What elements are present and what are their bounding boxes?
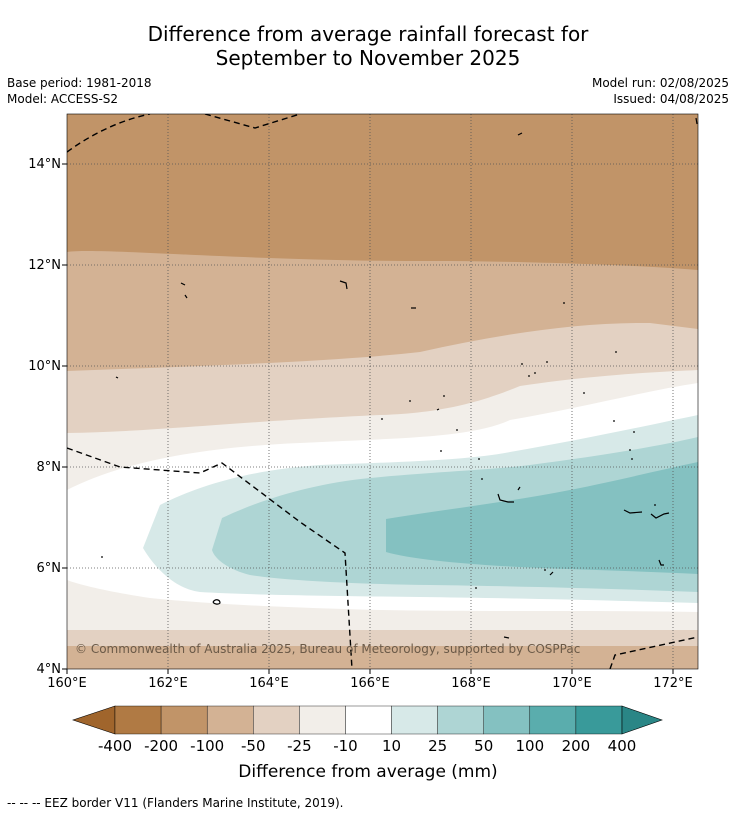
x-tick-label: 164°E (249, 676, 289, 691)
x-tick-label: 170°E (552, 676, 592, 691)
colorbar-segment (253, 705, 300, 735)
eez-footnote: -- -- -- EEZ border V11 (Flanders Marine… (7, 796, 344, 810)
chart-title: Difference from average rainfall forecas… (0, 22, 736, 70)
colorbar-segment (160, 705, 208, 735)
x-axis: 160°E 162°E 164°E 166°E 168°E 170°E 172°… (47, 669, 693, 691)
base-period: Base period: 1981-2018 (7, 76, 152, 90)
colorbar-segment (391, 705, 438, 735)
colorbar-segment (345, 705, 392, 735)
colorbar-tick-label: -100 (190, 737, 224, 755)
y-tick-label: 12°N (28, 258, 61, 273)
map-fill (67, 114, 698, 669)
model-name: Model: ACCESS-S2 (7, 92, 119, 106)
islands (115, 117, 698, 639)
colorbar-tick-label: 200 (562, 737, 591, 755)
colorbar-tick-label: 10 (382, 737, 401, 755)
colorbar-tick-label: 50 (474, 737, 493, 755)
x-tick-label: 162°E (148, 676, 188, 691)
gridlines (67, 114, 698, 669)
y-tick-label: 10°N (28, 359, 61, 374)
title-line-1: Difference from average rainfall forecas… (147, 22, 589, 46)
colorbar-segment (483, 705, 531, 735)
colorbar-tick-label: -50 (241, 737, 266, 755)
y-tick-label: 4°N (37, 662, 62, 677)
x-tick-label: 166°E (350, 676, 390, 691)
eez-borders (67, 114, 698, 669)
x-tick-label: 172°E (653, 676, 693, 691)
copyright-text: © Commonwealth of Australia 2025, Bureau… (75, 642, 580, 656)
title-line-2: September to November 2025 (215, 46, 521, 70)
band-plus-50 (386, 462, 698, 574)
colorbar-extend-low (72, 705, 116, 735)
colorbar-extend-high (621, 705, 663, 735)
y-axis: 14°N 12°N 10°N 8°N 6°N 4°N (28, 157, 67, 677)
y-tick-label: 6°N (37, 561, 62, 576)
colorbar-label: Difference from average (mm) (238, 762, 498, 782)
colorbar-tick-label: 400 (608, 737, 637, 755)
colorbar-segment (299, 705, 346, 735)
colorbar-segment (575, 705, 623, 735)
colorbar-tick-label: -200 (144, 737, 178, 755)
colorbar-tick-label: -25 (287, 737, 312, 755)
rainfall-map: © Commonwealth of Australia 2025, Bureau… (28, 113, 699, 755)
model-run: Model run: 02/08/2025 (591, 76, 729, 90)
tiny-islets (101, 351, 656, 589)
colorbar-segment (206, 705, 254, 735)
colorbar-tick-label: -400 (98, 737, 132, 755)
x-tick-label: 168°E (451, 676, 491, 691)
issued-date: Issued: 04/08/2025 (613, 92, 729, 106)
meta-left: Base period: 1981-2018 Model: ACCESS-S2 (7, 75, 152, 107)
colorbar-segment (529, 705, 577, 735)
map-frame (66, 113, 699, 670)
x-tick-label: 160°E (47, 676, 87, 691)
y-tick-label: 14°N (28, 157, 61, 172)
y-tick-label: 8°N (37, 460, 62, 475)
colorbar-segment (437, 705, 484, 735)
colorbar-segment (114, 705, 162, 735)
colorbar: -400 -200 -100 -50 -25 -10 10 25 50 100 200 400 (72, 705, 663, 755)
colorbar-tick-label: 100 (515, 737, 544, 755)
colorbar-tick-label: 25 (428, 737, 447, 755)
colorbar-tick-label: -10 (333, 737, 358, 755)
meta-right: Model run: 02/08/2025 Issued: 04/08/2025 (592, 75, 729, 107)
